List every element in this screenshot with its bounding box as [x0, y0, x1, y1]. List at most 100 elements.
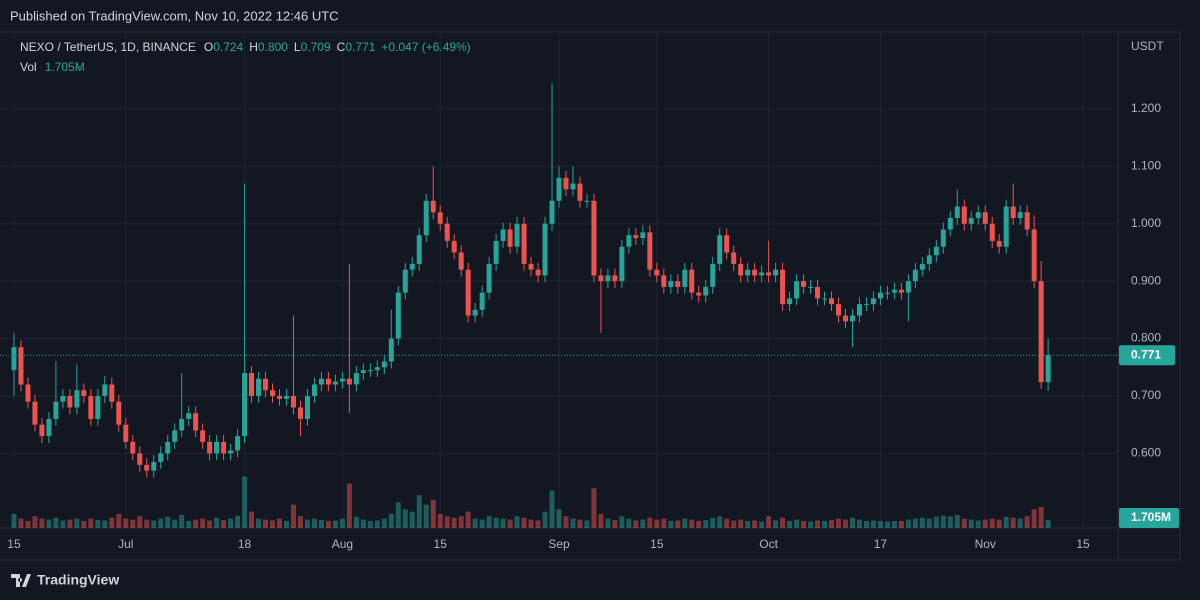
volume-bar [381, 518, 387, 528]
volume-bar [836, 518, 841, 528]
candle-body [123, 424, 129, 442]
volume-bar [577, 519, 583, 528]
volume-bar [32, 516, 38, 528]
x-tick-label: 15 [7, 537, 21, 551]
volume-bar [304, 519, 310, 528]
candle-body [633, 235, 639, 239]
candle-body [877, 292, 883, 299]
candle-body [514, 223, 520, 247]
candle-body [752, 269, 758, 276]
legend-value: 0.709 [301, 40, 331, 54]
y-tick-label: 1.100 [1131, 159, 1161, 173]
volume-bar [242, 476, 248, 528]
y-tick-label: 0.600 [1131, 446, 1161, 460]
candle-body [381, 361, 387, 368]
volume-bar [339, 518, 345, 528]
candle-body [870, 298, 876, 305]
candle-body [968, 218, 974, 224]
candle-body [11, 347, 17, 371]
volume-bar [249, 511, 255, 528]
candle-body [235, 436, 241, 451]
volume-bar [1045, 520, 1051, 528]
volume-bar [374, 520, 380, 528]
volume-bar [1017, 518, 1023, 528]
volume-bar [905, 519, 911, 528]
candle-body [172, 430, 178, 442]
volume-name: Vol [20, 60, 37, 74]
candle-body [186, 413, 192, 419]
candle-body [249, 373, 255, 396]
volume-bar [675, 520, 681, 528]
volume-bar [179, 514, 185, 528]
candle-body [549, 200, 555, 224]
volume-bar [521, 517, 527, 528]
volume-bar [815, 520, 821, 528]
volume-bar [395, 502, 401, 528]
y-tick-label: 0.900 [1131, 273, 1161, 287]
candle-body [815, 286, 821, 299]
candle-body [1045, 355, 1051, 383]
volume-legend: Vol 1.705M [20, 60, 85, 74]
volume-bar [598, 513, 604, 528]
volume-bar [549, 490, 555, 528]
volume-bar [535, 520, 541, 528]
volume-bar [46, 519, 52, 528]
volume-bar [759, 521, 765, 528]
volume-bar [933, 516, 939, 528]
volume-bar [465, 511, 471, 528]
volume-bar [207, 520, 213, 528]
volume-bar [290, 504, 296, 528]
candle-body [18, 347, 24, 385]
candle-body [982, 212, 988, 224]
candle-body [430, 200, 436, 213]
x-tick-label: Nov [975, 537, 996, 551]
last-price-box [1119, 345, 1175, 366]
volume-bar [947, 516, 953, 528]
volume-bar [479, 519, 485, 528]
x-tick-label: 15 [434, 537, 448, 551]
volume-bar [151, 520, 157, 528]
candle-body [801, 281, 807, 287]
candle-body [989, 223, 995, 241]
volume-bar [780, 517, 786, 528]
candle-body [283, 395, 289, 399]
volume-layer [11, 476, 1051, 528]
last-volume-label: 1.705M [1131, 510, 1171, 524]
candle-body [74, 390, 80, 408]
candle-body [612, 275, 618, 282]
volume-bar [801, 520, 807, 528]
volume-bar [81, 520, 87, 528]
candle-body [458, 252, 464, 270]
volume-bar [144, 519, 150, 528]
candle-body [374, 367, 380, 371]
volume-bar [67, 519, 73, 528]
volume-bar [263, 519, 269, 528]
volume-bar [409, 511, 415, 528]
candle-body [486, 263, 492, 293]
volume-bar [283, 520, 289, 528]
volume-bar [605, 518, 611, 528]
volume-bar [738, 519, 744, 528]
volume-bar [325, 520, 331, 528]
volume-bar [926, 518, 932, 528]
volume-bar [856, 519, 862, 528]
volume-bar [353, 516, 359, 528]
volume-bar [451, 517, 457, 528]
volume-bar [472, 518, 478, 528]
candle-body [388, 338, 394, 362]
volume-bar [842, 519, 848, 528]
volume-bar [200, 518, 206, 528]
legend-key: C [337, 40, 346, 54]
candle-body [654, 269, 660, 276]
candle-body [130, 441, 136, 454]
x-tick-label: Oct [759, 537, 778, 551]
volume-bar [752, 520, 758, 528]
candle-body [521, 223, 527, 264]
publisher: Published on TradingView.com, Nov 10, 20… [10, 8, 339, 23]
candle-body [975, 212, 981, 218]
logo-icon [11, 574, 31, 587]
candle-body [682, 269, 688, 287]
volume-bar [822, 520, 828, 528]
candle-body [933, 246, 939, 256]
